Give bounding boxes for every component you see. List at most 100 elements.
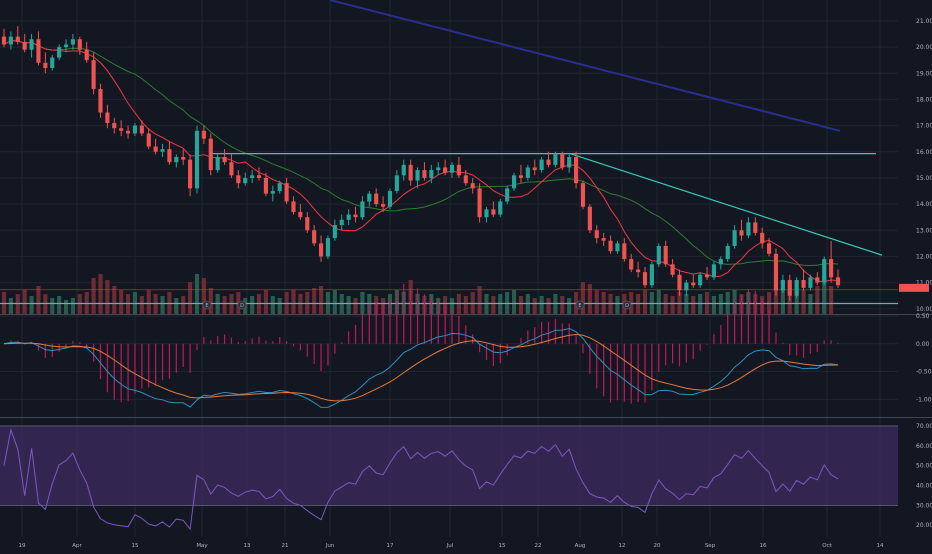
candle-body <box>443 167 448 173</box>
candle-body <box>532 167 537 171</box>
price-tick-label: 20.00 <box>916 44 932 51</box>
volume-bar <box>105 280 110 314</box>
candle-body <box>642 272 648 286</box>
candle-body <box>718 259 723 265</box>
candle-body <box>539 159 544 171</box>
volume-bar <box>8 298 13 314</box>
candle-body <box>525 167 530 178</box>
rsi-tick-label: 30.00 <box>916 502 932 509</box>
candle-body <box>91 60 96 89</box>
volume-bar <box>477 286 482 314</box>
candle-body <box>312 230 317 244</box>
price-tick-label: 11.00 <box>916 280 932 287</box>
volume-bar <box>139 296 144 314</box>
x-tick-label: 15 <box>132 543 139 549</box>
x-tick-label: 21 <box>282 543 289 549</box>
candle-body <box>201 130 206 139</box>
candle-body <box>698 274 703 286</box>
volume-bar <box>57 296 62 314</box>
x-tick-label: Aug <box>575 543 586 549</box>
rsi-tick-label: 40.00 <box>916 482 932 489</box>
x-tick-label: Oct <box>822 543 832 549</box>
candle-body <box>125 130 131 134</box>
candle-body <box>374 193 379 205</box>
event-marker-label: E <box>578 303 581 309</box>
x-tick-label: 20 <box>654 543 661 549</box>
candle-body <box>670 264 675 275</box>
x-tick-label: 15 <box>499 543 506 549</box>
candle-body <box>29 39 34 50</box>
volume-bar <box>780 290 785 314</box>
candle-body <box>84 49 89 61</box>
candle-body <box>270 191 275 194</box>
candle-body <box>98 88 103 113</box>
candle-body <box>822 259 827 283</box>
volume-bar <box>318 286 324 314</box>
rsi-tick-label: 50.00 <box>916 463 932 470</box>
volume-bar <box>346 296 351 314</box>
volume-bar <box>670 296 675 314</box>
rsi-band <box>0 425 898 506</box>
candle-body <box>194 130 200 189</box>
rsi-line <box>3 428 839 531</box>
x-tick-label: Apr <box>72 543 82 549</box>
candle-body <box>215 157 220 171</box>
volume-bar <box>615 296 620 314</box>
x-tick-label: 19 <box>19 543 26 549</box>
volume-bar <box>815 286 820 314</box>
candle-body <box>505 188 510 202</box>
volume-bar <box>70 298 75 314</box>
candle-body <box>250 175 255 178</box>
volume-bar <box>160 296 165 314</box>
volume-bar <box>546 298 551 314</box>
macd-tick-label: 0.50 <box>916 313 930 320</box>
candle-body <box>305 217 310 231</box>
volume-bar <box>642 290 648 314</box>
candle-body <box>746 222 751 236</box>
volume-bar <box>188 282 193 314</box>
candle-body <box>815 277 820 283</box>
candle-body <box>567 157 572 168</box>
candle-body <box>484 209 489 218</box>
price-tick-label: 14.00 <box>916 201 932 208</box>
candle-body <box>188 159 193 189</box>
candle-body <box>70 39 75 45</box>
candle-body <box>739 230 744 236</box>
candle-body <box>181 157 186 160</box>
candle-body <box>222 157 227 163</box>
candle-body <box>1 36 7 45</box>
candle-body <box>456 164 461 176</box>
candle-body <box>780 279 785 291</box>
candle-body <box>649 264 654 286</box>
volume-bar <box>91 278 96 314</box>
candle-body <box>105 112 110 123</box>
x-tick-label: 16 <box>760 543 767 549</box>
macd-tick-label: -0.50 <box>916 369 932 376</box>
price-tick-label: 19.00 <box>916 70 932 77</box>
candle-body <box>236 175 241 184</box>
candle-body <box>360 201 365 218</box>
candle-body <box>546 159 551 165</box>
candle-body <box>325 238 331 257</box>
x-tick-label: 14 <box>877 543 884 549</box>
candle-body <box>622 243 627 260</box>
price-tick-label: 10.00 <box>916 306 932 313</box>
candle-body <box>381 204 386 207</box>
x-tick-label: 12 <box>619 543 626 549</box>
volume-bar <box>656 290 661 314</box>
candle-body <box>518 175 524 178</box>
candle-body <box>629 259 634 270</box>
price-tick-label: 15.00 <box>916 175 932 182</box>
candle-body <box>636 269 641 273</box>
candle-body <box>263 177 268 194</box>
volume-bar <box>587 284 592 314</box>
candle-body <box>57 47 62 58</box>
candle-body <box>36 39 41 63</box>
event-marker <box>202 300 212 310</box>
candle-body <box>760 232 765 244</box>
candle-body <box>229 162 234 176</box>
volume-bar <box>711 296 717 314</box>
candle-body <box>801 279 806 288</box>
